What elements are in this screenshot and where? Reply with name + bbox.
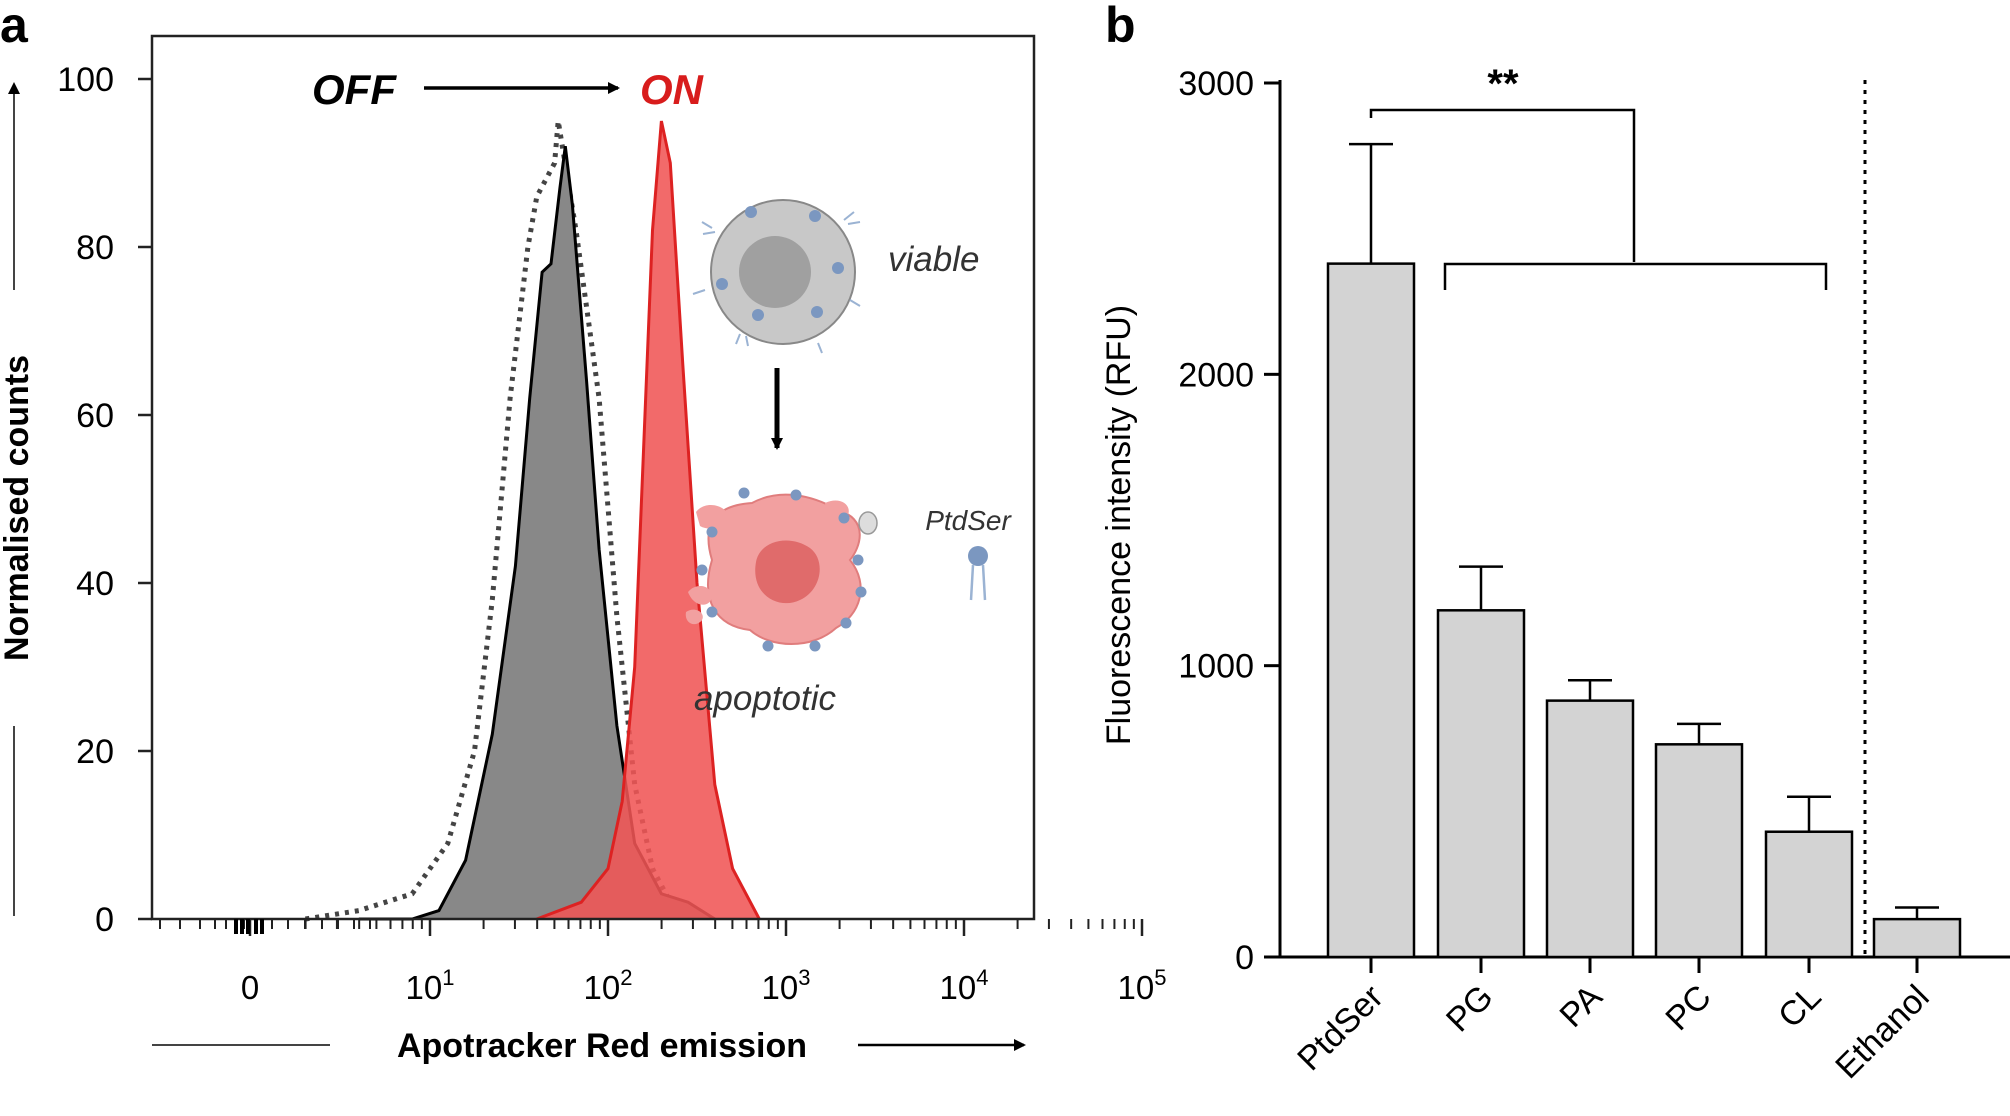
y-axis-label: Normalised counts <box>0 355 36 661</box>
y-axis-label-group: Normalised counts <box>0 82 36 916</box>
bar-y-tick-label: 3000 <box>1178 65 1254 103</box>
significance-bracket: ** <box>1369 62 1828 290</box>
ptdser-lipid-icon: PtdSer <box>925 505 1012 601</box>
x-tick-label: 0 <box>241 969 259 1006</box>
plot-frame <box>150 34 1036 921</box>
y-axis-ticks: 0 20 40 60 80 100 <box>57 61 152 939</box>
panel-b-label: b <box>1105 0 1136 53</box>
y-tick-label: 20 <box>76 733 114 771</box>
bar-ptdser <box>1326 262 1416 959</box>
panel-a-label: a <box>0 0 29 53</box>
bar-y-axis-ticks: 0 1000 2000 3000 <box>1178 65 1280 977</box>
x-axis-ticks: 0 101 102 103 104 105 <box>159 919 1167 1006</box>
x-tick-label: 102 <box>584 965 633 1006</box>
off-label: OFF <box>312 66 397 113</box>
y-tick-label: 100 <box>57 61 114 99</box>
bar-ethanol <box>1872 917 1962 959</box>
x-tick-label: 103 <box>762 965 811 1006</box>
viable-label: viable <box>888 240 979 279</box>
apoptotic-cell-icon <box>685 487 878 652</box>
category-label: CL <box>1771 978 1829 1036</box>
category-label: Ethanol <box>1828 978 1936 1086</box>
y-tick-label: 0 <box>95 901 114 939</box>
histogram-line-2 <box>536 120 761 921</box>
bar-y-tick-label: 0 <box>1235 939 1254 977</box>
cell-inset: viable ap <box>685 199 1012 718</box>
histogram-panel: 0 20 40 60 80 100 0 101 102 103 104 105 Normalised… <box>0 34 1167 1065</box>
x-tick-label: 101 <box>406 965 455 1006</box>
bar-pa <box>1545 699 1635 959</box>
x-axis-label: Apotracker Red emission <box>397 1027 807 1065</box>
bar-series <box>1326 142 1962 959</box>
category-label: PA <box>1552 978 1609 1035</box>
histogram-series-group <box>305 120 761 922</box>
category-label: PC <box>1658 978 1718 1038</box>
ptdser-label: PtdSer <box>925 505 1012 536</box>
apoptotic-label: apoptotic <box>694 679 837 718</box>
off-on-annotation: OFF ON <box>312 66 705 113</box>
bar-cl <box>1764 830 1854 959</box>
category-label: PG <box>1439 978 1501 1040</box>
significance-label: ** <box>1487 62 1519 106</box>
histogram-line-0 <box>305 120 699 922</box>
bar-y-axis-label: Fluorescence intensity (RFU) <box>1100 305 1138 745</box>
bar-chart-panel: 0 1000 2000 3000 PtdSer PG PA PC CL Ethanol Fluo… <box>1100 62 2010 1086</box>
y-tick-label: 60 <box>76 397 114 435</box>
bar-y-tick-label: 1000 <box>1178 648 1254 686</box>
histogram-fill-1 <box>358 146 715 919</box>
y-tick-label: 80 <box>76 229 114 267</box>
histogram-fill-2 <box>536 121 760 919</box>
x-tick-label: 105 <box>1118 965 1167 1006</box>
bar-y-tick-label: 2000 <box>1178 356 1254 394</box>
on-label: ON <box>640 66 705 113</box>
bar-pc <box>1654 743 1744 959</box>
viable-cell-icon <box>692 199 861 354</box>
bar-x-axis-ticks: PtdSer PG PA PC CL Ethanol <box>1290 957 1937 1086</box>
category-label: PtdSer <box>1290 978 1390 1078</box>
x-axis-label-group: Apotracker Red emission <box>152 1027 1026 1065</box>
x-tick-label: 104 <box>940 965 989 1006</box>
y-tick-label: 40 <box>76 565 114 603</box>
bar-pg <box>1436 609 1526 959</box>
